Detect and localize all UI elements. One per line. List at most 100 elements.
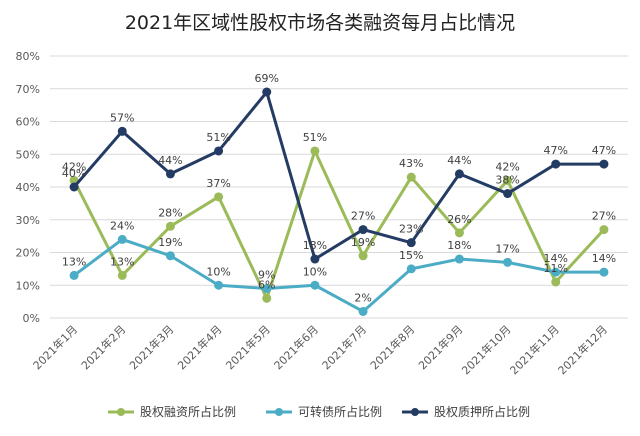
data-point: [406, 264, 416, 274]
legend: 股权融资所占比例 可转债所占比例 股权质押所占比例: [108, 404, 530, 419]
data-point: [117, 270, 127, 280]
data-label: 26%: [447, 213, 471, 226]
data-point: [214, 146, 224, 156]
data-point: [117, 126, 127, 136]
data-label: 19%: [351, 236, 375, 249]
data-label: 13%: [62, 255, 86, 268]
data-point: [262, 284, 272, 294]
x-tick-label: 2021年3月: [126, 322, 176, 372]
series-line: [72, 90, 604, 261]
data-label: 57%: [110, 111, 134, 124]
data-point: [358, 306, 368, 316]
legend-swatch-marker: [275, 408, 283, 416]
x-tick-label: 2021年2月: [78, 322, 128, 372]
data-label: 18%: [303, 239, 327, 252]
data-label: 28%: [158, 206, 182, 219]
data-point: [599, 225, 609, 235]
data-labels: 42% 13% 28% 37% 6% 51% 19% 43% 26% 42% 11% 27% 13% 24…: [62, 72, 616, 304]
data-label: 19%: [158, 236, 182, 249]
y-tick-label: 70%: [16, 83, 40, 96]
data-label: 44%: [447, 154, 471, 167]
data-point: [214, 280, 224, 290]
legend-swatch-marker: [117, 408, 125, 416]
data-point: [551, 159, 561, 169]
data-point: [454, 254, 464, 264]
data-point: [165, 169, 175, 179]
data-point: [310, 146, 320, 156]
data-label: 15%: [399, 249, 423, 262]
data-label: 14%: [544, 252, 568, 265]
data-label: 14%: [592, 252, 616, 265]
x-tick-label: 2021年12月: [555, 322, 610, 377]
data-point: [117, 234, 127, 244]
y-tick-label: 50%: [16, 148, 40, 161]
data-label: 6%: [258, 278, 275, 291]
data-point: [599, 267, 609, 277]
data-point: [69, 182, 79, 192]
data-label: 10%: [303, 265, 327, 278]
data-label: 37%: [206, 177, 230, 190]
data-point: [503, 257, 513, 267]
data-label: 9%: [258, 269, 275, 282]
data-label: 11%: [544, 262, 568, 275]
legend-label: 可转债所占比例: [298, 404, 382, 419]
data-label: 43%: [399, 157, 423, 170]
data-point: [262, 87, 272, 97]
legend-swatch-marker: [411, 408, 419, 416]
data-label: 18%: [447, 239, 471, 252]
data-label: 38%: [495, 174, 519, 187]
x-tick-label: 2021年7月: [319, 322, 369, 372]
x-tick-label: 2021年1月: [30, 322, 80, 372]
data-label: 17%: [495, 242, 519, 255]
data-point: [406, 238, 416, 248]
x-tick-label: 2021年11月: [507, 322, 562, 377]
data-label: 13%: [110, 255, 134, 268]
x-tick-label: 2021年9月: [415, 322, 465, 372]
chart-title: 2021年区域性股权市场各类融资每月占比情况: [124, 12, 516, 34]
data-label: 47%: [592, 144, 616, 157]
y-tick-label: 60%: [16, 116, 40, 129]
x-tick-label: 2021年10月: [459, 322, 514, 377]
data-label: 51%: [303, 131, 327, 144]
data-point: [165, 221, 175, 231]
data-point: [262, 293, 272, 303]
series-line: [72, 149, 606, 300]
data-label: 47%: [544, 144, 568, 157]
legend-label: 股权质押所占比例: [434, 404, 530, 419]
y-tick-label: 20%: [16, 247, 40, 260]
y-tick-label: 40%: [16, 181, 40, 194]
y-tick-label: 30%: [16, 214, 40, 227]
data-label: 40%: [62, 167, 86, 180]
data-point: [358, 251, 368, 261]
data-label: 44%: [158, 154, 182, 167]
data-point: [406, 172, 416, 182]
data-point: [69, 270, 79, 280]
data-label: 23%: [399, 223, 423, 236]
data-label: 2%: [354, 291, 371, 304]
y-tick-label: 80%: [16, 50, 40, 63]
data-point: [599, 159, 609, 169]
x-tick-label: 2021年6月: [271, 322, 321, 372]
data-point: [454, 228, 464, 238]
data-point: [214, 192, 224, 202]
data-point: [503, 189, 513, 199]
data-label: 24%: [110, 219, 134, 232]
axes: 0% 10% 20% 30% 40% 50% 60% 70% 80% 2021年1月2021年2月…: [16, 50, 610, 377]
data-label: 42%: [495, 160, 519, 173]
data-point: [454, 169, 464, 179]
data-point: [165, 251, 175, 261]
data-point: [310, 254, 320, 264]
data-label: 42%: [62, 160, 86, 173]
data-point: [358, 225, 368, 235]
series-line: [73, 237, 604, 313]
data-point: [503, 175, 513, 185]
grid: [50, 55, 628, 319]
data-point: [551, 277, 561, 287]
data-point: [310, 280, 320, 290]
data-label: 69%: [255, 72, 279, 85]
data-point: [551, 267, 561, 277]
data-label: 27%: [351, 210, 375, 223]
data-label: 10%: [206, 265, 230, 278]
